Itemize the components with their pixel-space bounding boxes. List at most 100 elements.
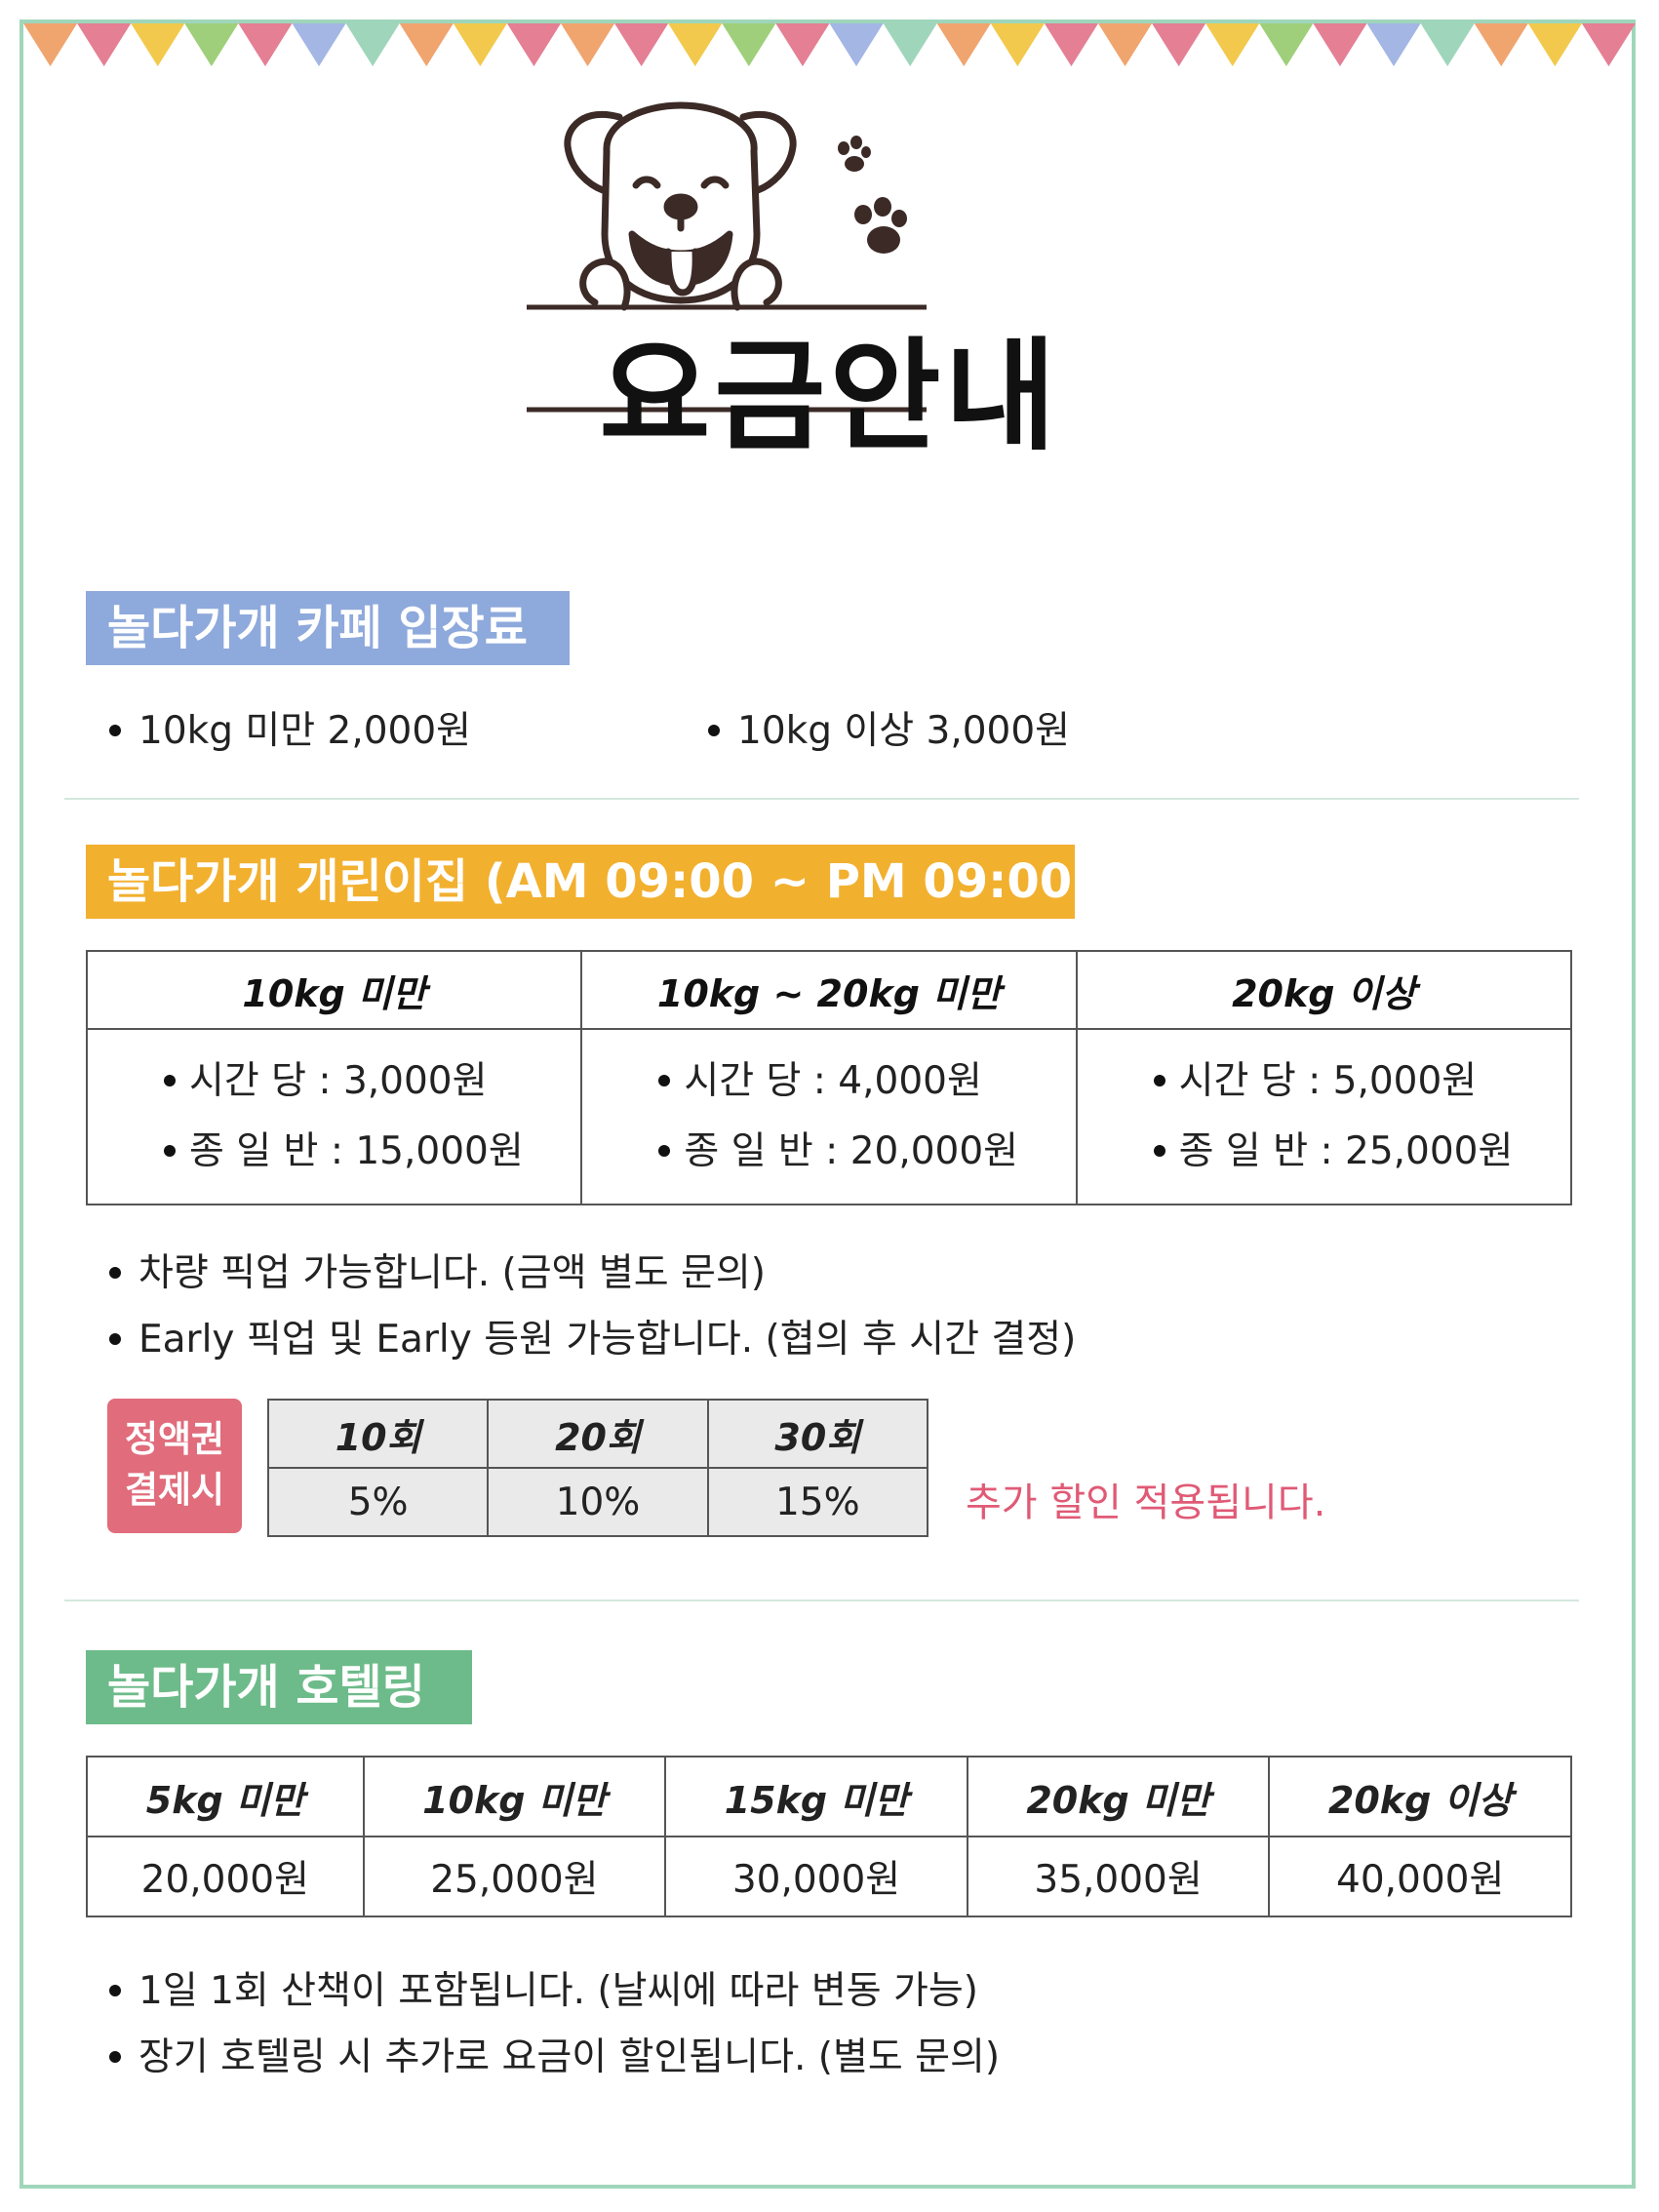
bunting-flag (1259, 23, 1314, 66)
hotel-weight-header: 20kg 이상 (1268, 1756, 1572, 1837)
bunting-flag (1420, 23, 1475, 66)
bunting-flag (990, 23, 1045, 66)
bunting-flag (77, 23, 132, 66)
hotel-price: 25,000원 (362, 1836, 667, 1917)
bunting-flag (23, 23, 78, 66)
bunting-flag (1152, 23, 1206, 66)
hotel-weight-header: 10kg 미만 (362, 1756, 667, 1837)
pass-discount-value: 5% (266, 1467, 490, 1537)
bunting-flag (1474, 23, 1528, 66)
bunting-flag (1313, 23, 1367, 66)
pass-discount-value: 15% (706, 1467, 929, 1537)
bullet-dot (109, 2050, 121, 2063)
bunting-flag (131, 23, 185, 66)
daycare-price-table: 10kg 미만 10kg ~ 20kg 미만 20kg 이상 시간 당 : 3,… (85, 950, 1573, 1205)
entry-item-label: 10kg 미만 2,000원 (138, 709, 472, 753)
daycare-price-cell: 시간 당 : 3,000원 종 일 반 : 15,000원 (85, 1028, 583, 1205)
bullet-dot (708, 724, 720, 736)
daycare-price-cell: 시간 당 : 5,000원 종 일 반 : 25,000원 (1075, 1028, 1573, 1205)
hourly-price: 시간 당 : 5,000원 (1153, 1047, 1569, 1117)
bullet-dot (164, 1144, 176, 1157)
bunting-flag (1044, 23, 1098, 66)
bunting-flag (345, 23, 400, 66)
bunting-flag (506, 23, 561, 66)
hourly-price-text: 시간 당 : 5,000원 (1178, 1059, 1478, 1103)
bunting-flag (1098, 23, 1153, 66)
bunting-decoration (23, 23, 1636, 66)
bunting-flag (238, 23, 293, 66)
daycare-note-text: Early 픽업 및 Early 등원 가능합니다. (협의 후 시간 결정) (138, 1318, 1077, 1362)
bunting-flag (936, 23, 991, 66)
bunting-flag (722, 23, 776, 66)
bunting-flag (775, 23, 830, 66)
bunting-flag (184, 23, 239, 66)
daycare-heading: 놀다가개 개린이집 (AM 09:00 ~ PM 09:00) (86, 845, 1093, 919)
bullet-dot (164, 1074, 176, 1086)
daycare-column-header: 10kg 미만 (85, 950, 583, 1030)
bunting-flag (561, 23, 615, 66)
daycare-note: Early 픽업 및 Early 등원 가능합니다. (협의 후 시간 결정) (109, 1309, 1076, 1363)
paw-print-icon (838, 136, 907, 254)
page-title: 요금안내 (599, 327, 1060, 467)
entry-item: 10kg 미만 2,000원 (109, 700, 471, 755)
daycare-note: 차량 픽업 가능합니다. (금액 별도 문의) (109, 1243, 766, 1297)
hourly-price-text: 시간 당 : 3,000원 (189, 1059, 488, 1103)
bunting-flag (883, 23, 937, 66)
bunting-flag (614, 23, 669, 66)
hotel-note-text: 장기 호텔링 시 추가로 요금이 할인됩니다. (별도 문의) (138, 2035, 1001, 2079)
bunting-flag (1366, 23, 1421, 66)
fullday-price-text: 종 일 반 : 25,000원 (1178, 1129, 1514, 1173)
bullet-dot (1153, 1074, 1165, 1086)
section-divider (64, 798, 1579, 800)
hotel-price: 20,000원 (86, 1836, 365, 1917)
hotel-weight-header: 5kg 미만 (86, 1756, 365, 1837)
badge-line: 결제시 (124, 1469, 225, 1511)
bunting-flag (1527, 23, 1582, 66)
hourly-price: 시간 당 : 3,000원 (164, 1047, 579, 1117)
pass-count-header: 10회 (266, 1399, 490, 1469)
bunting-flag (1581, 23, 1636, 66)
badge-line: 정액권 (124, 1418, 225, 1460)
bullet-dot (658, 1144, 671, 1157)
hotel-weight-header: 20kg 미만 (966, 1756, 1271, 1837)
entry-fee-heading: 놀다가개 카페 입장료 (86, 591, 570, 665)
bunting-flag (829, 23, 884, 66)
prepaid-discount-table: 10회 20회 30회 5% 10% 15% (266, 1399, 929, 1537)
bunting-flag (292, 23, 346, 66)
page-border (20, 20, 1636, 2189)
bullet-dot (109, 1984, 121, 1996)
fullday-price-text: 종 일 반 : 20,000원 (684, 1129, 1019, 1173)
bullet-dot (109, 1332, 121, 1345)
daycare-column-header: 10kg ~ 20kg 미만 (580, 950, 1078, 1030)
bunting-flag (668, 23, 723, 66)
bullet-dot (1153, 1144, 1165, 1157)
hotel-price: 40,000원 (1268, 1836, 1572, 1917)
bullet-dot (658, 1074, 671, 1086)
entry-item-label: 10kg 이상 3,000원 (737, 709, 1071, 753)
entry-item: 10kg 이상 3,000원 (708, 700, 1070, 755)
hotel-note: 1일 1회 산책이 포함됩니다. (날씨에 따라 변동 가능) (109, 1960, 978, 2015)
hotel-price: 35,000원 (966, 1836, 1271, 1917)
bunting-flag (399, 23, 454, 66)
hotel-price-table: 5kg 미만 10kg 미만 15kg 미만 20kg 미만 20kg 이상 2… (86, 1756, 1572, 1917)
bullet-dot (109, 724, 121, 736)
hotel-weight-header: 15kg 미만 (664, 1756, 968, 1837)
pass-discount-value: 10% (487, 1467, 709, 1537)
hotel-note-text: 1일 1회 산책이 포함됩니다. (날씨에 따라 변동 가능) (138, 1969, 978, 2013)
hourly-price: 시간 당 : 4,000원 (658, 1047, 1074, 1117)
daycare-price-cell: 시간 당 : 4,000원 종 일 반 : 20,000원 (580, 1028, 1078, 1205)
dog-logo-icon (527, 101, 927, 413)
fullday-price: 종 일 반 : 15,000원 (164, 1117, 579, 1187)
fullday-price: 종 일 반 : 20,000원 (658, 1117, 1074, 1187)
bunting-flag (1205, 23, 1260, 66)
fullday-price: 종 일 반 : 25,000원 (1153, 1117, 1569, 1187)
section-divider (64, 1600, 1579, 1601)
hotel-price: 30,000원 (664, 1836, 968, 1917)
hotel-heading: 놀다가개 호텔링 (86, 1650, 472, 1724)
bunting-flag (453, 23, 507, 66)
hourly-price-text: 시간 당 : 4,000원 (684, 1059, 982, 1103)
daycare-note-text: 차량 픽업 가능합니다. (금액 별도 문의) (138, 1251, 767, 1295)
daycare-column-header: 20kg 이상 (1075, 950, 1573, 1030)
bullet-dot (109, 1266, 121, 1279)
prepaid-pass-badge: 정액권 결제시 (107, 1399, 242, 1533)
